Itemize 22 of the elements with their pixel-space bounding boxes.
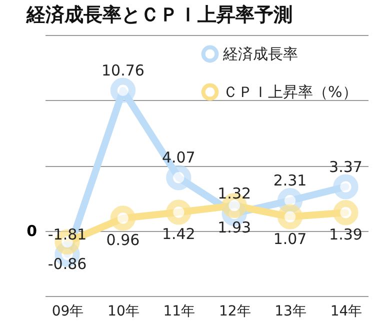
legend-label: 経済成長率 (222, 45, 298, 63)
data-label: 3.37 (329, 158, 362, 176)
legend-label: ＣＰＩ上昇率（%） (223, 83, 358, 101)
data-label: 1.39 (329, 226, 362, 244)
x-tick-label: 09年 (52, 304, 84, 320)
chart-title: 経済成長率とＣＰＩ上昇率予測 (26, 4, 293, 26)
data-label: 0.96 (106, 231, 140, 250)
x-tick-label: 14年 (330, 304, 362, 320)
data-label: 1.93 (218, 218, 252, 237)
x-tick-label: 10年 (108, 304, 140, 320)
data-label: -0.86 (48, 254, 87, 273)
data-label: 1.32 (218, 184, 252, 203)
x-tick-label: 11年 (163, 304, 196, 320)
text: 0 (26, 222, 37, 240)
data-label: 4.07 (162, 148, 196, 167)
data-label: 1.07 (273, 230, 307, 248)
data-label: 1.42 (162, 225, 196, 244)
data-label: -1.81 (48, 225, 87, 244)
data-label: 2.31 (273, 172, 307, 190)
x-tick-label: 12年 (218, 304, 251, 320)
data-label: 10.76 (101, 61, 144, 80)
x-tick-label: 13年 (274, 304, 306, 320)
